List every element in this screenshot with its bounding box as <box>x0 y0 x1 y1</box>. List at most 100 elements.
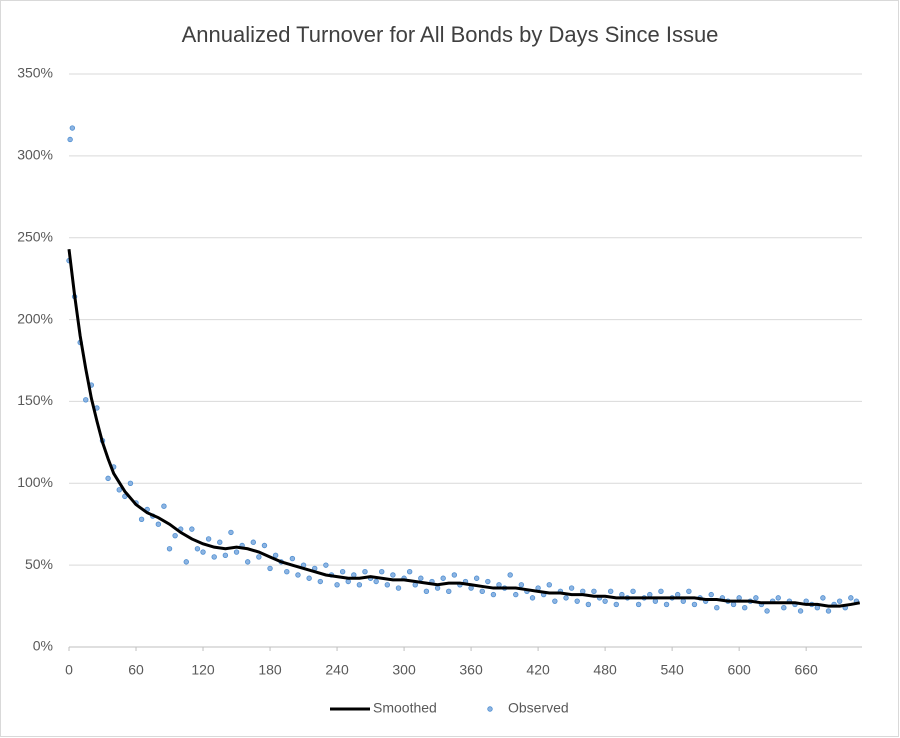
observed-point <box>686 588 692 595</box>
observed-point <box>323 562 329 568</box>
observed-point <box>138 516 145 523</box>
observed-point <box>507 572 513 578</box>
observed-point <box>200 549 206 555</box>
observed-point <box>446 588 452 595</box>
observed-point <box>105 475 111 482</box>
observed-point <box>820 595 826 601</box>
observed-point <box>691 601 698 608</box>
x-tick-label: 180 <box>258 662 282 678</box>
observed-point <box>708 591 714 598</box>
observed-point <box>423 588 430 595</box>
legend-swatch <box>487 706 493 712</box>
observed-point <box>250 539 256 545</box>
observed-point <box>67 136 73 143</box>
observed-point <box>172 532 178 539</box>
observed-point <box>379 568 385 575</box>
x-tick-label: 480 <box>593 662 617 678</box>
observed-point <box>736 595 742 601</box>
observed-point <box>155 521 162 527</box>
observed-point <box>848 595 854 601</box>
observed-point <box>406 568 413 575</box>
observed-point <box>395 585 402 591</box>
x-tick-label: 600 <box>727 662 751 678</box>
observed-point <box>563 595 569 601</box>
observed-point <box>373 578 379 585</box>
observed-point <box>591 588 597 595</box>
y-tick-label: 200% <box>17 310 53 326</box>
observed-point <box>585 601 592 608</box>
x-tick-label: 120 <box>191 662 215 678</box>
x-tick-label: 0 <box>65 662 73 678</box>
observed-point <box>222 552 229 559</box>
x-tick-label: 60 <box>128 662 144 678</box>
observed-point <box>574 598 580 604</box>
observed-point <box>334 582 340 588</box>
x-tick-label: 540 <box>660 662 684 678</box>
observed-point <box>552 598 558 604</box>
y-tick-label: 250% <box>17 228 53 244</box>
observed-point <box>753 595 759 601</box>
observed-point <box>490 591 497 598</box>
observed-point <box>440 575 446 581</box>
observed-point <box>546 582 552 588</box>
observed-point <box>434 585 441 591</box>
x-tick-label: 240 <box>325 662 349 678</box>
observed-point <box>580 588 586 595</box>
observed-point <box>362 568 368 575</box>
x-tick-label: 420 <box>526 662 550 678</box>
observed-point <box>317 578 324 585</box>
observed-point <box>658 588 664 595</box>
observed-point <box>256 554 262 560</box>
observed-point <box>116 487 122 493</box>
observed-point <box>289 555 296 562</box>
y-tick-label: 0% <box>33 638 53 654</box>
observed-point <box>630 588 636 595</box>
legend-label: Observed <box>508 700 569 716</box>
observed-point <box>272 552 279 559</box>
y-tick-label: 350% <box>17 65 53 81</box>
observed-point <box>781 605 787 611</box>
observed-point <box>775 595 781 601</box>
observed-point <box>161 503 167 509</box>
observed-point <box>619 591 625 598</box>
observed-point <box>675 591 681 598</box>
observed-point <box>742 605 748 611</box>
observed-point <box>211 554 217 560</box>
observed-point <box>194 546 201 552</box>
observed-point <box>714 605 720 611</box>
observed-point <box>351 572 357 578</box>
observed-point <box>451 572 458 578</box>
observed-point <box>356 582 363 588</box>
observed-point <box>479 588 485 595</box>
observed-point <box>647 591 653 598</box>
observed-point <box>384 582 391 588</box>
chart-title: Annualized Turnover for All Bonds by Day… <box>182 22 719 47</box>
observed-point <box>730 601 737 608</box>
observed-point <box>166 546 173 552</box>
x-tick-label: 360 <box>459 662 483 678</box>
observed-point <box>568 585 575 591</box>
observed-point <box>228 529 234 536</box>
observed-point <box>652 598 659 604</box>
observed-point <box>529 595 536 601</box>
x-tick-label: 660 <box>794 662 818 678</box>
observed-point <box>339 568 346 575</box>
observed-point <box>680 598 686 604</box>
observed-point <box>345 578 351 585</box>
observed-point <box>418 575 424 581</box>
smoothed-line <box>67 248 861 608</box>
observed-point <box>245 559 251 565</box>
y-tick-label: 150% <box>17 392 53 408</box>
observed-point <box>613 601 619 608</box>
y-tick-label: 50% <box>25 556 53 572</box>
observed-point <box>69 125 76 131</box>
observed-point <box>295 572 301 578</box>
observed-point <box>83 397 89 403</box>
y-tick-label: 300% <box>17 147 53 163</box>
observed-point <box>663 601 670 608</box>
observed-point <box>825 608 832 614</box>
observed-point <box>261 542 268 549</box>
observed-point <box>306 575 312 581</box>
